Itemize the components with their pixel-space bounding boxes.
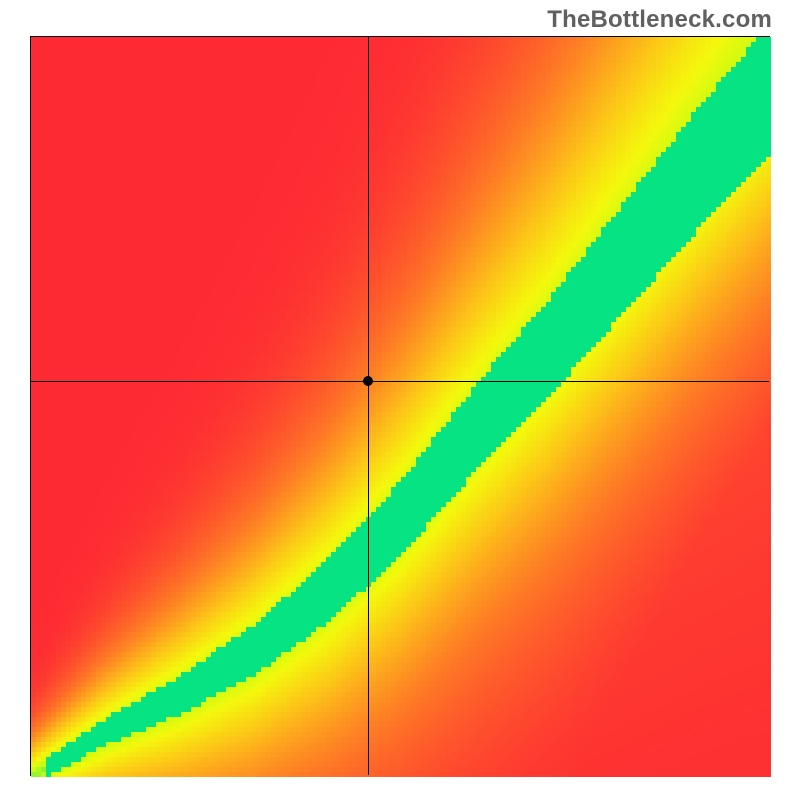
heatmap-plot bbox=[30, 36, 770, 776]
watermark-text: TheBottleneck.com bbox=[547, 6, 772, 34]
chart-container: TheBottleneck.com bbox=[0, 0, 800, 800]
heatmap-canvas bbox=[31, 37, 771, 777]
